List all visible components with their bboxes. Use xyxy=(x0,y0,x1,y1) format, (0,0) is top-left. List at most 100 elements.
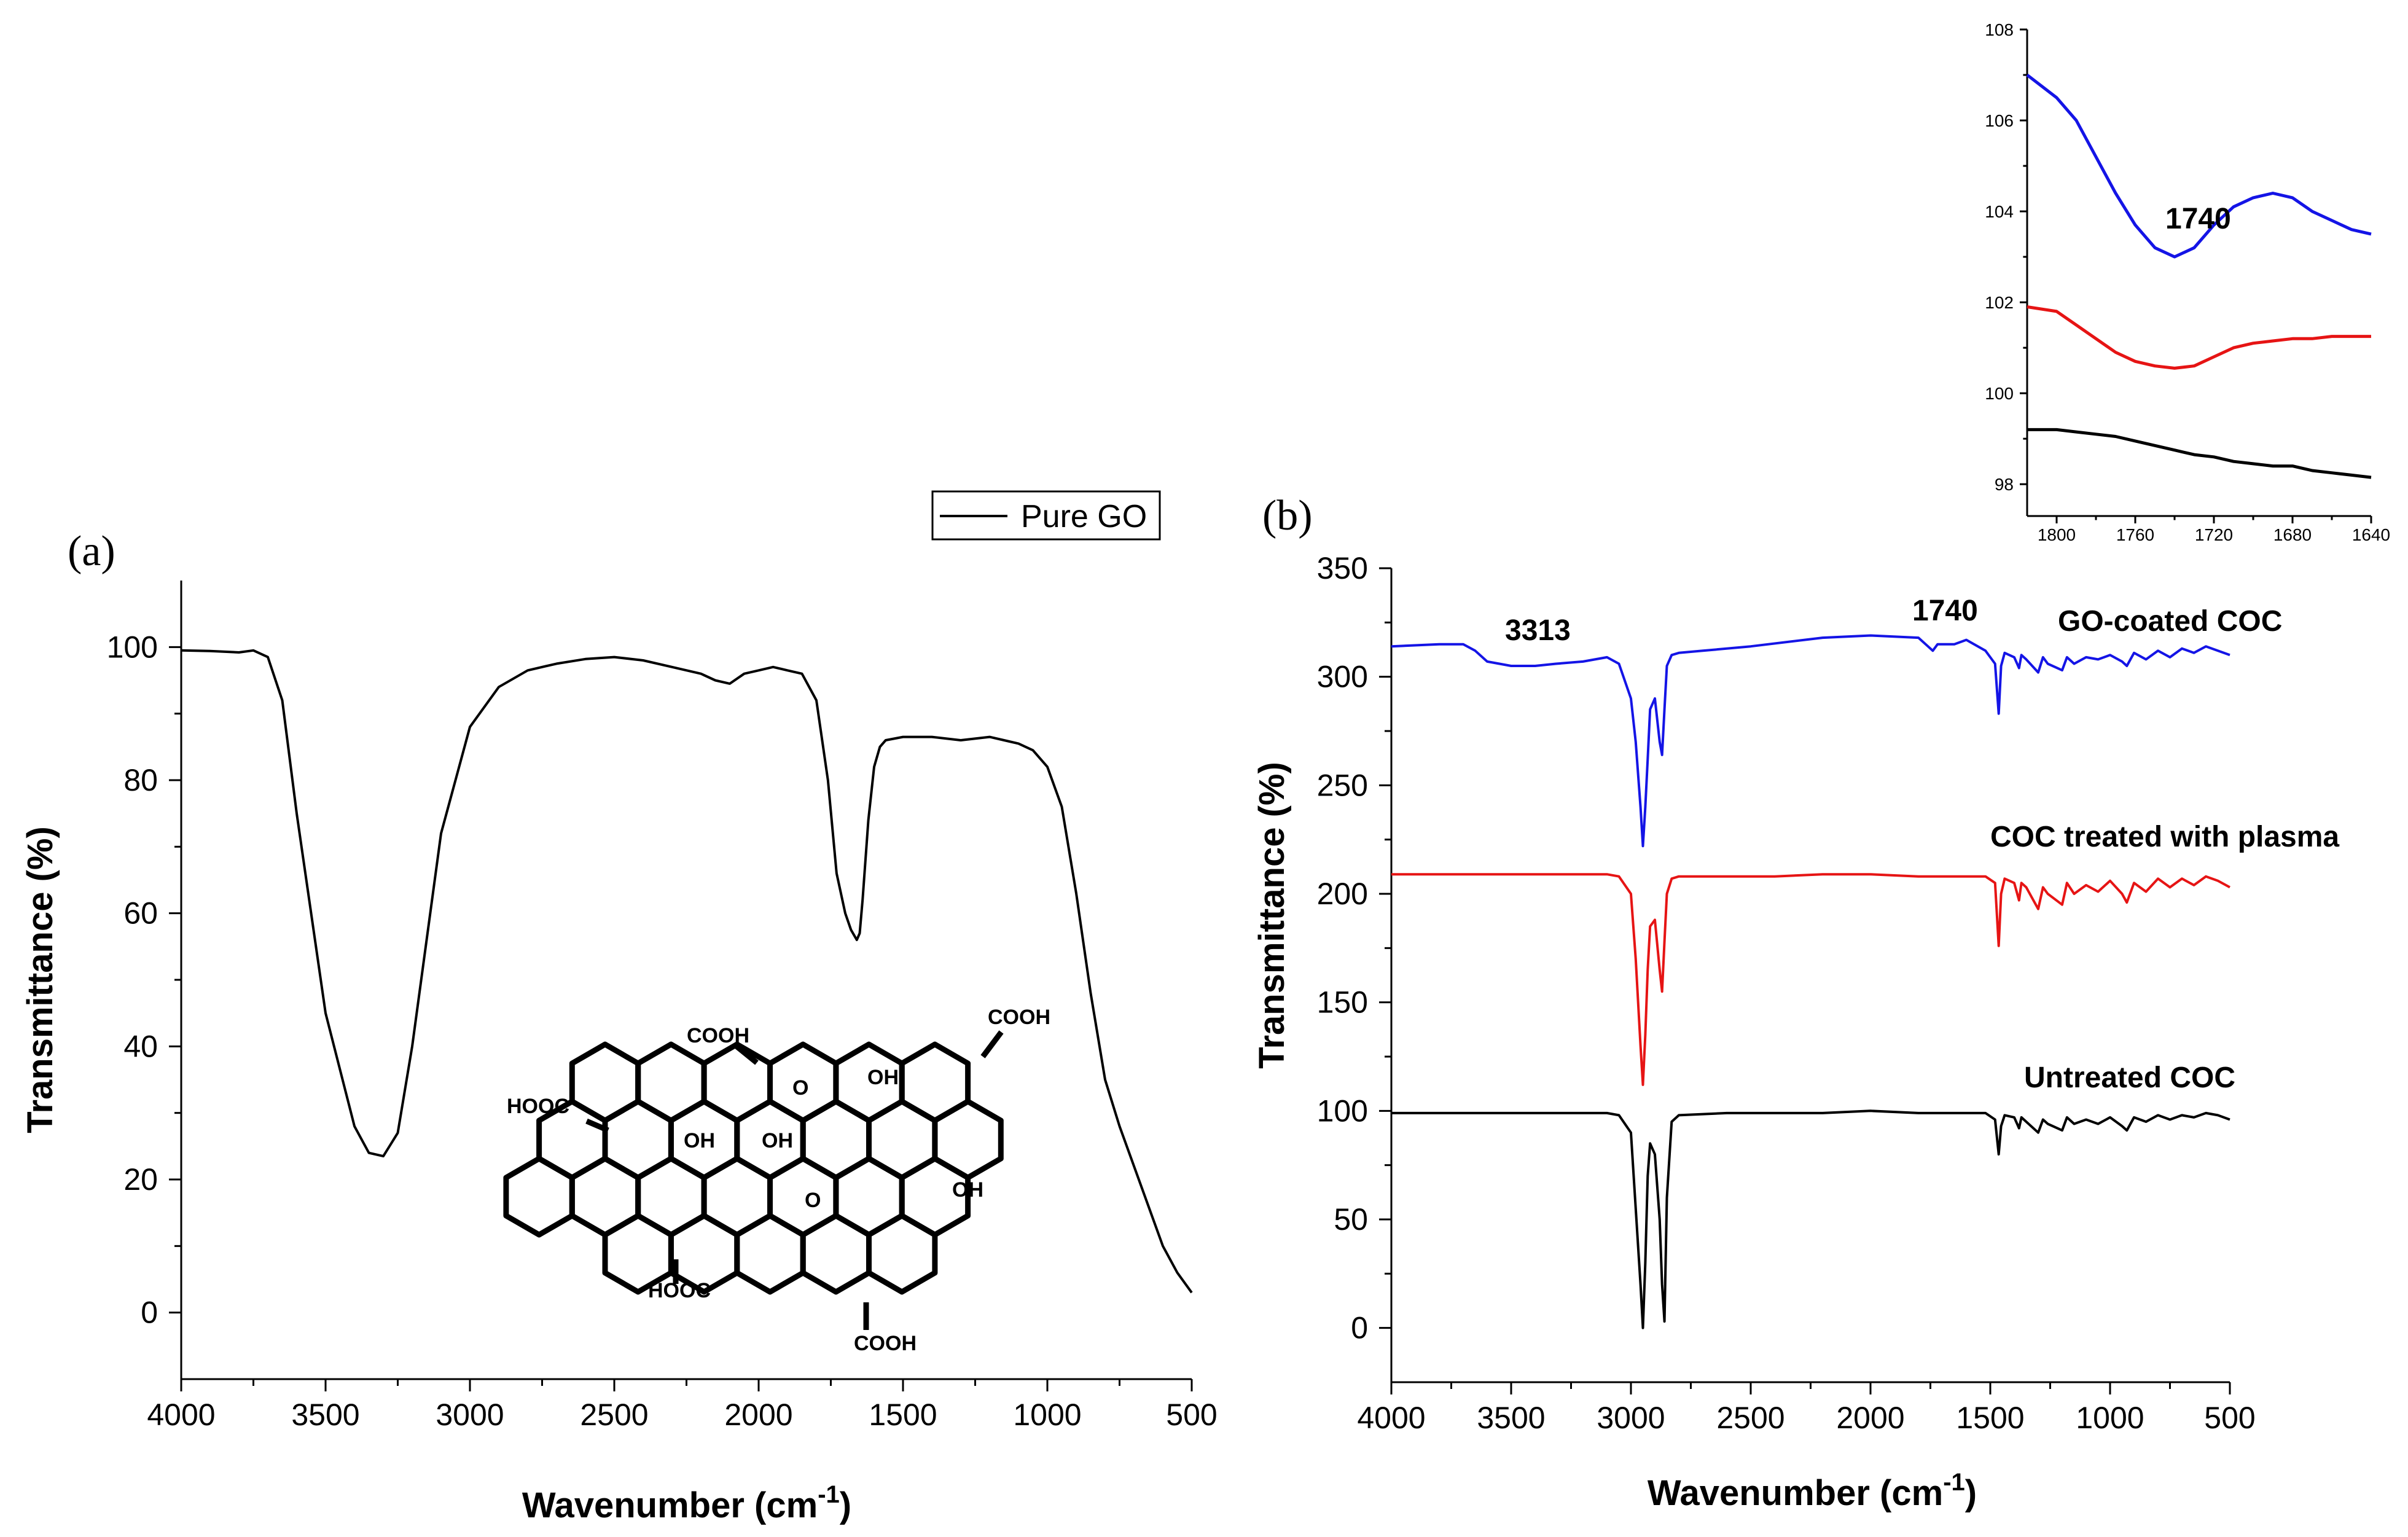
chart-b-x-tick-label: 3500 xyxy=(1477,1401,1545,1435)
chart-inset-x-tick-label: 1720 xyxy=(2195,525,2233,544)
chart-a-x-tick-label: 500 xyxy=(1166,1398,1217,1432)
chart-inset-x-tick-label: 1680 xyxy=(2273,525,2312,544)
inset-annotation-1740: 1740 xyxy=(2165,203,2231,235)
chart-a-x-tick-label: 3000 xyxy=(436,1398,504,1432)
chart-inset-y-tick-label: 104 xyxy=(1985,202,2014,221)
chart-inset-series-coc-treated-with-plasma xyxy=(2027,305,2371,370)
series-label-untreated-coc: Untreated COC xyxy=(2024,1062,2235,1094)
chart-b-series-go-coated-coc xyxy=(1391,634,2230,848)
chart-inset-x-tick-label: 1760 xyxy=(2116,525,2154,544)
chart-b-xlabel-close: ) xyxy=(1965,1473,1977,1513)
chart-a-x-tick-label: 4000 xyxy=(147,1398,215,1432)
chart-a-y-tick-label: 80 xyxy=(123,763,158,797)
chart-inset-y-tick-label: 102 xyxy=(1985,293,2014,312)
chart-a-series-pure-go xyxy=(181,649,1193,1294)
chart-b-xlabel-main: Wavenumber (cm xyxy=(1648,1473,1943,1513)
annotation-3313: 3313 xyxy=(1505,614,1571,647)
chart-inset-y-tick-label: 98 xyxy=(1995,475,2014,494)
panel-label-a: (a) xyxy=(68,528,115,575)
chem-label-cooh-3: COOH xyxy=(854,1332,917,1355)
chart-inset-y-tick-label: 106 xyxy=(1985,111,2014,130)
chart-inset-y-tick-label: 108 xyxy=(1985,20,2014,39)
chart-b-y-tick-label: 300 xyxy=(1317,660,1368,694)
chart-b-y-tick-label: 200 xyxy=(1317,877,1368,911)
chart-a-x-tick-label: 2500 xyxy=(580,1398,648,1432)
chart-a-ticks: 4000 3500 3000 2500 2000 1500 1000 500 0 20 40 60 80… xyxy=(107,630,1218,1432)
chem-label-o-1: O xyxy=(792,1076,808,1100)
chart-inset-series-untreated-coc xyxy=(2027,428,2372,479)
chart-b-xlabel-sup: -1 xyxy=(1943,1469,1965,1496)
chart-inset-series xyxy=(2026,74,2372,479)
hexagon-ring xyxy=(866,1213,938,1295)
chart-inset-series-go-coated-coc xyxy=(2026,74,2372,259)
chart-a-series xyxy=(181,649,1193,1294)
chart-inset-x-tick-label: 1640 xyxy=(2352,525,2390,544)
graphene-oxide-structure xyxy=(503,1030,1004,1330)
chart-b-series-untreated-coc xyxy=(1391,1109,2230,1329)
chart-inset-x-tick-label: 1800 xyxy=(2038,525,2076,544)
chart-a-axes xyxy=(180,581,1192,1380)
chem-label-oh-1: OH xyxy=(867,1066,899,1089)
chart-b-y-tick-label: 150 xyxy=(1317,985,1368,1020)
chart-a-xlabel-close: ) xyxy=(840,1485,851,1525)
chart-a-x-tick-label: 1500 xyxy=(869,1398,937,1432)
chart-a-ylabel: Transmittance (%) xyxy=(20,826,60,1133)
chart-a-y-tick-label: 40 xyxy=(123,1029,158,1063)
chart-a-x-tick-label: 1000 xyxy=(1013,1398,1081,1432)
legend-label-pure-go: Pure GO xyxy=(1021,499,1147,534)
chart-b-x-tick-label: 3000 xyxy=(1597,1401,1665,1435)
series-label-go-coated-coc: GO-coated COC xyxy=(2058,605,2282,638)
series-label-coc-plasma: COC treated with plasma xyxy=(1990,821,2339,853)
chem-label-oh-2: OH xyxy=(684,1129,715,1152)
panel-label-b: (b) xyxy=(1262,492,1313,539)
chart-b-x-tick-label: 1000 xyxy=(2076,1401,2144,1435)
chart-a-y-tick-label: 60 xyxy=(123,896,158,931)
graphene-oxide-labels: COOH COOH HOOC OH OH OH O O OH HOOC COOH xyxy=(507,1006,1050,1355)
chart-b-x-tick-label: 2000 xyxy=(1836,1401,1904,1435)
hexagon-ring xyxy=(800,1213,872,1295)
chart-b-x-tick-label: 4000 xyxy=(1357,1401,1425,1435)
chart-b-x-tick-label: 500 xyxy=(2204,1401,2255,1435)
chart-b-y-tick-label: 250 xyxy=(1317,768,1368,802)
chem-label-oh-4: OH xyxy=(952,1178,983,1202)
chart-a-xlabel-sup: -1 xyxy=(818,1481,840,1508)
chart-b-series xyxy=(1391,634,2230,1329)
chart-b-x-tick-label: 1500 xyxy=(1956,1401,2024,1435)
chart-b: (b) 4000 3500 3000 2500 2000 1500 1000 500 0 50 10… xyxy=(1252,492,2339,1513)
chart-b-x-tick-label: 2500 xyxy=(1716,1401,1784,1435)
chart-a-xlabel-main: Wavenumber (cm xyxy=(522,1485,818,1525)
chart-a-x-tick-label: 2000 xyxy=(724,1398,792,1432)
chart-b-y-tick-label: 100 xyxy=(1317,1093,1368,1128)
chart-b-xlabel: Wavenumber (cm-1) xyxy=(1648,1469,1977,1513)
chart-b-y-tick-label: 50 xyxy=(1334,1202,1368,1237)
chart-b-ticks: 4000 3500 3000 2500 2000 1500 1000 500 0 50 100 150… xyxy=(1317,551,2256,1435)
chart-a-xlabel: Wavenumber (cm-1) xyxy=(522,1481,851,1525)
chem-label-cooh-1: COOH xyxy=(687,1024,749,1047)
chart-inset-axes xyxy=(2026,29,2371,517)
substituent-bond xyxy=(585,1118,609,1133)
chem-label-hooc-2: HOOC xyxy=(648,1279,711,1302)
chart-b-y-tick-label: 350 xyxy=(1317,551,1368,585)
chem-label-o-2: O xyxy=(805,1189,821,1212)
chart-b-ylabel: Transmittance (%) xyxy=(1252,762,1292,1069)
chem-label-oh-3: OH xyxy=(762,1129,793,1152)
hexagon-ring xyxy=(734,1213,806,1295)
chart-b-inset: 1800 1760 1720 1680 1640 98 100 102 104 106 108 17… xyxy=(1985,20,2390,544)
substituent-bond xyxy=(732,1042,759,1065)
annotation-1740: 1740 xyxy=(1912,595,1978,627)
chart-b-series-coc-treated-with-plasma xyxy=(1391,873,2230,1086)
chart-a-legend: Pure GO xyxy=(931,490,1161,541)
chart-inset-ticks: 1800 1760 1720 1680 1640 98 100 102 104 106 108 xyxy=(1985,20,2390,544)
chart-b-axes xyxy=(1390,568,2230,1383)
chem-label-cooh-2: COOH xyxy=(988,1006,1050,1029)
chart-a-y-tick-label: 20 xyxy=(123,1162,158,1197)
chart-a: (a) 4000 3500 3000 2500 2000 1500 1000 50002040… xyxy=(20,490,1218,1525)
hexagon-ring xyxy=(503,1156,575,1238)
chart-a-x-tick-label: 3500 xyxy=(291,1398,359,1432)
chem-label-hooc-1: HOOC xyxy=(507,1095,569,1118)
chart-a-y-tick-label: 0 xyxy=(141,1296,158,1330)
substituent-bond xyxy=(980,1030,1004,1058)
chart-inset-y-tick-label: 100 xyxy=(1985,384,2014,403)
chart-a-y-tick-label: 100 xyxy=(107,630,158,664)
